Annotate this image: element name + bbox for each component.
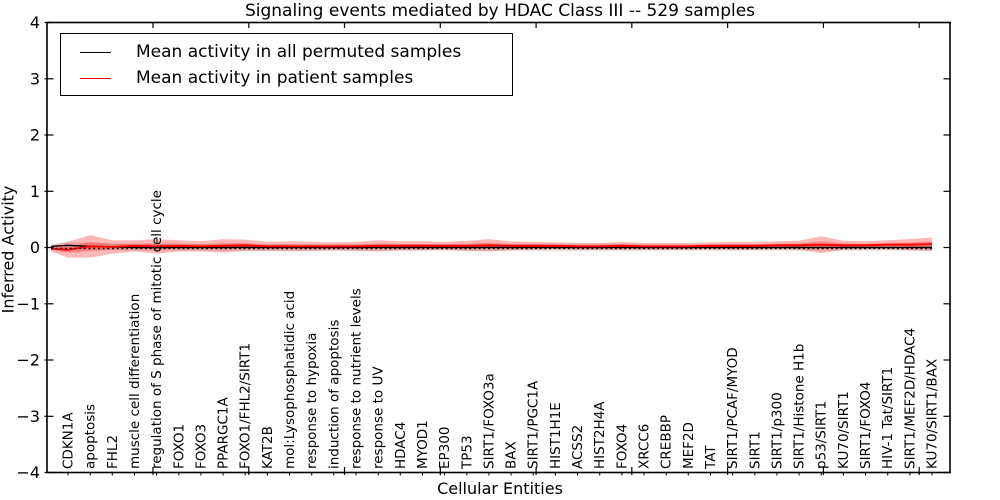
x-tick-label: HIST2H4A bbox=[592, 401, 608, 469]
x-tick-label: SIRT1/FOXO4 bbox=[858, 382, 874, 469]
x-tick-label: response to hypoxia bbox=[304, 333, 320, 469]
patient-std-band bbox=[51, 235, 932, 258]
x-tick-label: XRCC6 bbox=[637, 424, 653, 469]
x-tick-label: FOXO1 bbox=[171, 424, 187, 469]
x-tick-label: CDKN1A bbox=[61, 412, 77, 469]
x-tick-label: TP53 bbox=[459, 435, 475, 470]
x-tick-label: muscle cell differentiation bbox=[127, 294, 143, 469]
y-tick-label: −1 bbox=[16, 294, 40, 313]
x-axis-label: Cellular Entities bbox=[437, 479, 563, 498]
y-tick-label: 0 bbox=[30, 238, 40, 257]
x-tick-label: HIV-1 Tat/SIRT1 bbox=[880, 367, 896, 469]
x-tick-label: FOXO1/FHL2/SIRT1 bbox=[238, 343, 254, 469]
x-tick-label: FOXO4 bbox=[614, 424, 630, 469]
y-tick-label: −4 bbox=[16, 463, 40, 482]
legend-item-permuted: Mean activity in all permuted samples bbox=[75, 39, 512, 65]
patient-mean-line bbox=[50, 243, 933, 251]
x-tick-label: SIRT1/MEF2D/HDAC4 bbox=[902, 328, 918, 469]
x-tick-label: SIRT1/Histone H1b bbox=[792, 344, 808, 469]
x-tick-label: SIRT1 bbox=[747, 431, 763, 469]
y-tick-label: −3 bbox=[16, 407, 40, 426]
x-tick-label: KU70/SIRT1/BAX bbox=[925, 359, 941, 469]
x-tick-label: MYOD1 bbox=[415, 420, 431, 469]
x-tick-label: TAT bbox=[703, 445, 719, 470]
legend-label-permuted: Mean activity in all permuted samples bbox=[136, 42, 462, 62]
legend-line-black-icon bbox=[80, 51, 111, 53]
legend-item-patient: Mean activity in patient samples bbox=[75, 65, 512, 91]
x-tick-label: PPARGC1A bbox=[216, 396, 232, 469]
x-tick-label: BAX bbox=[504, 441, 520, 469]
x-tick-label: SIRT1/PCAF/MYOD bbox=[725, 347, 741, 469]
y-tick-label: 4 bbox=[30, 13, 40, 32]
permuted-mean-line bbox=[50, 244, 932, 249]
legend: Mean activity in all permuted samples Me… bbox=[60, 33, 513, 96]
y-tick-label: 3 bbox=[30, 69, 40, 88]
x-tick-label: KU70/SIRT1 bbox=[836, 391, 852, 469]
x-tick-label: SIRT1/FOXO3a bbox=[481, 373, 497, 469]
x-tick-label: ACSS2 bbox=[570, 425, 586, 469]
y-tick-label: 2 bbox=[30, 126, 40, 145]
x-tick-label: regulation of S phase of mitotic cell cy… bbox=[149, 190, 165, 469]
x-tick-label: apoptosis bbox=[83, 404, 99, 469]
x-tick-label: mol:Lysophosphatidic acid bbox=[282, 291, 298, 469]
x-tick-label: response to nutrient levels bbox=[349, 288, 365, 469]
x-tick-label: MEF2D bbox=[681, 422, 697, 469]
x-tick-label: KAT2B bbox=[260, 426, 276, 469]
x-tick-label: SIRT1/p300 bbox=[769, 392, 785, 469]
chart-title: Signaling events mediated by HDAC Class … bbox=[244, 1, 756, 21]
x-tick-label: induction of apoptosis bbox=[326, 320, 342, 469]
x-tick-label: HDAC4 bbox=[393, 422, 409, 469]
permuted-std-band bbox=[51, 241, 932, 252]
x-tick-label: p53/SIRT1 bbox=[814, 401, 830, 469]
y-tick-label: −2 bbox=[16, 351, 40, 370]
x-tick-label: EP300 bbox=[437, 427, 453, 469]
legend-label-patient: Mean activity in patient samples bbox=[136, 68, 414, 88]
y-tick-label: 1 bbox=[30, 182, 40, 201]
x-tick-label: FOXO3 bbox=[193, 424, 209, 469]
x-tick-label: SIRT1/PGC1A bbox=[526, 380, 542, 469]
x-tick-label: HIST1H1E bbox=[548, 402, 564, 469]
x-tick-label: response to UV bbox=[371, 366, 387, 469]
legend-line-red-icon bbox=[80, 77, 111, 79]
x-tick-label: CREBBP bbox=[659, 415, 675, 469]
x-tick-label: FHL2 bbox=[105, 435, 121, 469]
